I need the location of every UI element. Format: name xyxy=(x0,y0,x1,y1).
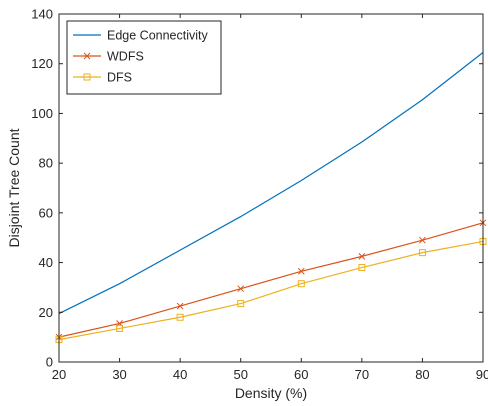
data-point-wdfs xyxy=(297,267,305,275)
x-tick-label: 90 xyxy=(476,367,488,382)
data-point-wdfs-stroke-b xyxy=(419,236,426,244)
x-axis-ticks: 20 30 40 50 60 70 80 90 xyxy=(52,14,488,382)
legend-marker-dfs xyxy=(83,73,91,81)
y-axis-label: Disjoint Tree Count xyxy=(6,128,22,247)
legend: Edge Connectivity WDFS DFS xyxy=(66,20,222,95)
series-layer xyxy=(55,52,487,344)
data-point-wdfs xyxy=(419,236,426,244)
data-point-dfs xyxy=(358,264,366,272)
legend-label-edge-connectivity: Edge Connectivity xyxy=(107,29,209,43)
data-point-wdfs xyxy=(358,253,366,260)
x-tick-label: 80 xyxy=(415,367,429,382)
data-point-wdfs-stroke-b xyxy=(237,285,245,293)
series-line-edge-connectivity xyxy=(58,52,484,315)
data-point-dfs xyxy=(116,324,124,332)
x-axis-label: Density (%) xyxy=(235,385,307,401)
legend-label-wdfs: WDFS xyxy=(107,50,144,64)
series-wdfs xyxy=(55,219,487,341)
x-tick-label: 50 xyxy=(233,367,247,382)
legend-box xyxy=(66,20,222,95)
data-point-dfs xyxy=(237,300,245,308)
data-point-wdfs-stroke-b xyxy=(176,302,184,310)
x-tick-label: 20 xyxy=(52,367,66,382)
y-tick-label: 120 xyxy=(31,56,53,71)
x-tick-label: 70 xyxy=(355,367,369,382)
y-tick-label: 40 xyxy=(39,255,53,270)
y-tick-label: 0 xyxy=(46,355,53,370)
x-tick-label: 40 xyxy=(173,367,187,382)
series-line-wdfs xyxy=(58,222,484,338)
series-line-dfs xyxy=(58,240,484,341)
data-point-dfs xyxy=(297,280,305,288)
plot-frame xyxy=(58,13,484,363)
data-point-dfs xyxy=(176,313,184,321)
y-tick-label: 140 xyxy=(31,7,53,22)
data-point-wdfs xyxy=(176,302,184,310)
series-edge-connectivity xyxy=(58,52,484,315)
y-tick-label: 60 xyxy=(39,205,53,220)
x-tick-label: 60 xyxy=(294,367,308,382)
legend-marker-wdfs xyxy=(83,52,91,60)
y-tick-label: 80 xyxy=(39,156,53,171)
y-tick-label: 100 xyxy=(31,106,53,121)
data-point-wdfs xyxy=(237,285,245,293)
x-tick-label: 30 xyxy=(112,367,126,382)
legend-marker-wdfs-stroke-b xyxy=(83,52,91,60)
series-dfs xyxy=(55,237,487,344)
data-point-wdfs-stroke-b xyxy=(297,267,305,275)
legend-label-dfs: DFS xyxy=(107,71,132,85)
y-axis-ticks: 0 20 40 60 80 100 120 140 xyxy=(31,7,483,370)
data-point-wdfs-stroke-b xyxy=(358,253,366,260)
y-tick-label: 20 xyxy=(39,305,53,320)
data-point-dfs xyxy=(418,249,426,257)
